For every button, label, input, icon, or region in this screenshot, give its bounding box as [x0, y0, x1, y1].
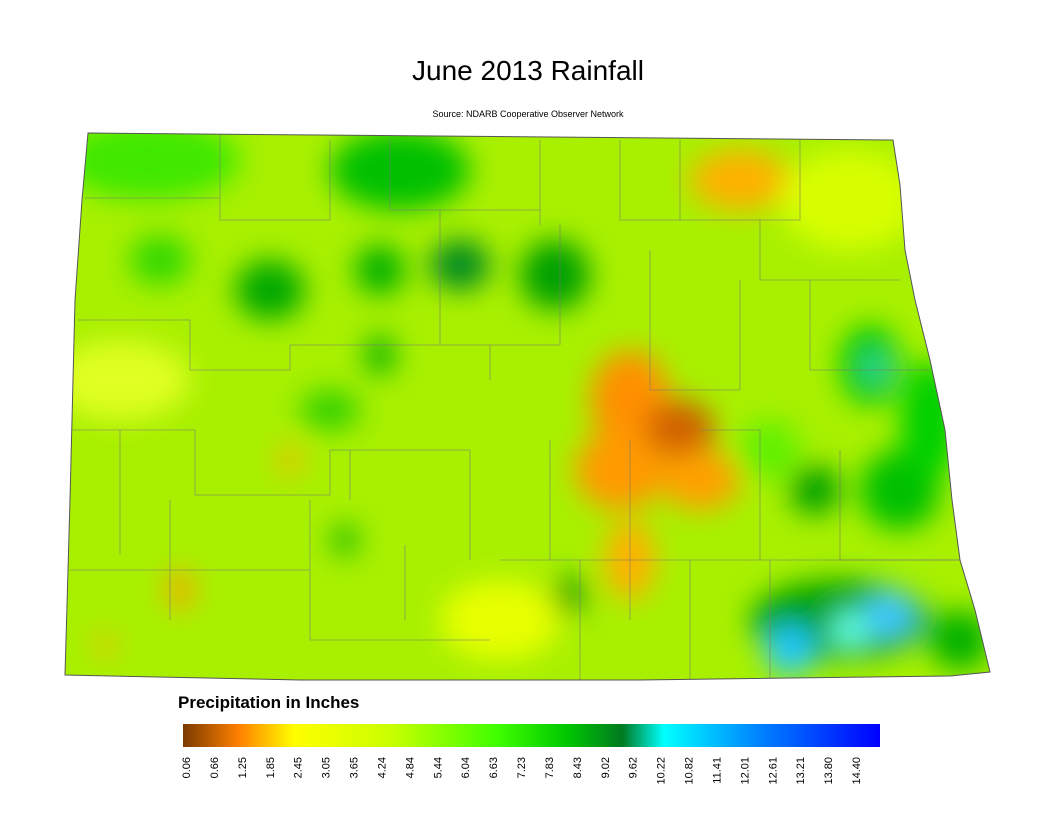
legend-title: Precipitation in Inches [178, 693, 359, 712]
legend-tick-label: 0.66 [209, 757, 221, 778]
rainfall-region [830, 610, 870, 650]
legend-tick-label: 10.22 [656, 757, 668, 785]
rainfall-region [235, 260, 305, 320]
legend-tick-label: 1.85 [265, 757, 277, 778]
rainfall-region [520, 240, 590, 310]
rainfall-region [280, 445, 300, 475]
legend-tick-label: 13.21 [795, 757, 807, 785]
legend-tick-label: 4.84 [404, 757, 416, 778]
rainfall-region [555, 575, 585, 615]
rainfall-region [690, 150, 790, 210]
rainfall-region [780, 150, 920, 250]
legend-tick-label: 9.62 [628, 757, 640, 778]
rainfall-region [300, 390, 360, 430]
rainfall-region [168, 570, 192, 610]
legend-tick-label: 1.25 [237, 757, 249, 778]
map-title: June 2013 Rainfall [412, 55, 644, 86]
legend-tick-label: 6.04 [460, 757, 472, 778]
color-scale [183, 724, 880, 747]
rainfall-region [365, 335, 395, 375]
legend-tick-label: 2.45 [293, 757, 305, 778]
rainfall-region [866, 354, 886, 382]
legend-tick-label: 11.41 [711, 757, 723, 784]
legend-tick-label: 7.23 [516, 757, 528, 778]
rainfall-region [865, 590, 915, 640]
rainfall-region [333, 525, 357, 555]
rainfall-map [65, 133, 990, 680]
rainfall-region [660, 450, 740, 510]
rainfall-region [430, 240, 490, 290]
legend-tick-label: 14.40 [851, 757, 863, 785]
legend-tick-label: 7.83 [544, 757, 556, 778]
rainfall-region [900, 360, 960, 480]
rainfall-region [97, 633, 113, 657]
legend-tick-label: 3.05 [321, 757, 333, 778]
legend-tick-label: 3.65 [349, 757, 361, 778]
rainfall-region [65, 340, 190, 420]
legend-tick-label: 8.43 [572, 757, 584, 778]
legend-tick-label: 0.06 [181, 757, 193, 778]
legend-tick-label: 12.01 [739, 757, 751, 785]
legend-tick-label: 13.80 [823, 757, 835, 785]
rainfall-region [790, 465, 840, 515]
rainfall-region [440, 580, 560, 660]
rainfall-region [930, 610, 990, 670]
legend-tick-label: 4.24 [376, 757, 388, 778]
legend-tick-label: 12.61 [767, 757, 779, 785]
rainfall-region [765, 625, 815, 675]
legend-tick-label: 10.82 [684, 757, 696, 785]
rainfall-region [330, 133, 470, 210]
legend-tick-label: 9.02 [600, 757, 612, 778]
rainfall-region [740, 420, 800, 480]
rainfall-region [65, 133, 240, 200]
map-subtitle: Source: NDARB Cooperative Observer Netwo… [432, 109, 624, 119]
rainfall-region [645, 400, 715, 460]
legend-tick-label: 5.44 [432, 757, 444, 778]
rainfall-region [575, 430, 665, 510]
rainfall-region [355, 245, 405, 295]
legend-tick-label: 6.63 [488, 757, 500, 778]
legend-ticks: 0.06 0.66 1.25 1.85 2.45 3.05 3.65 4.24 4.84 5.44… [181, 757, 863, 785]
rainfall-region [130, 235, 190, 285]
county-lines [70, 133, 960, 680]
